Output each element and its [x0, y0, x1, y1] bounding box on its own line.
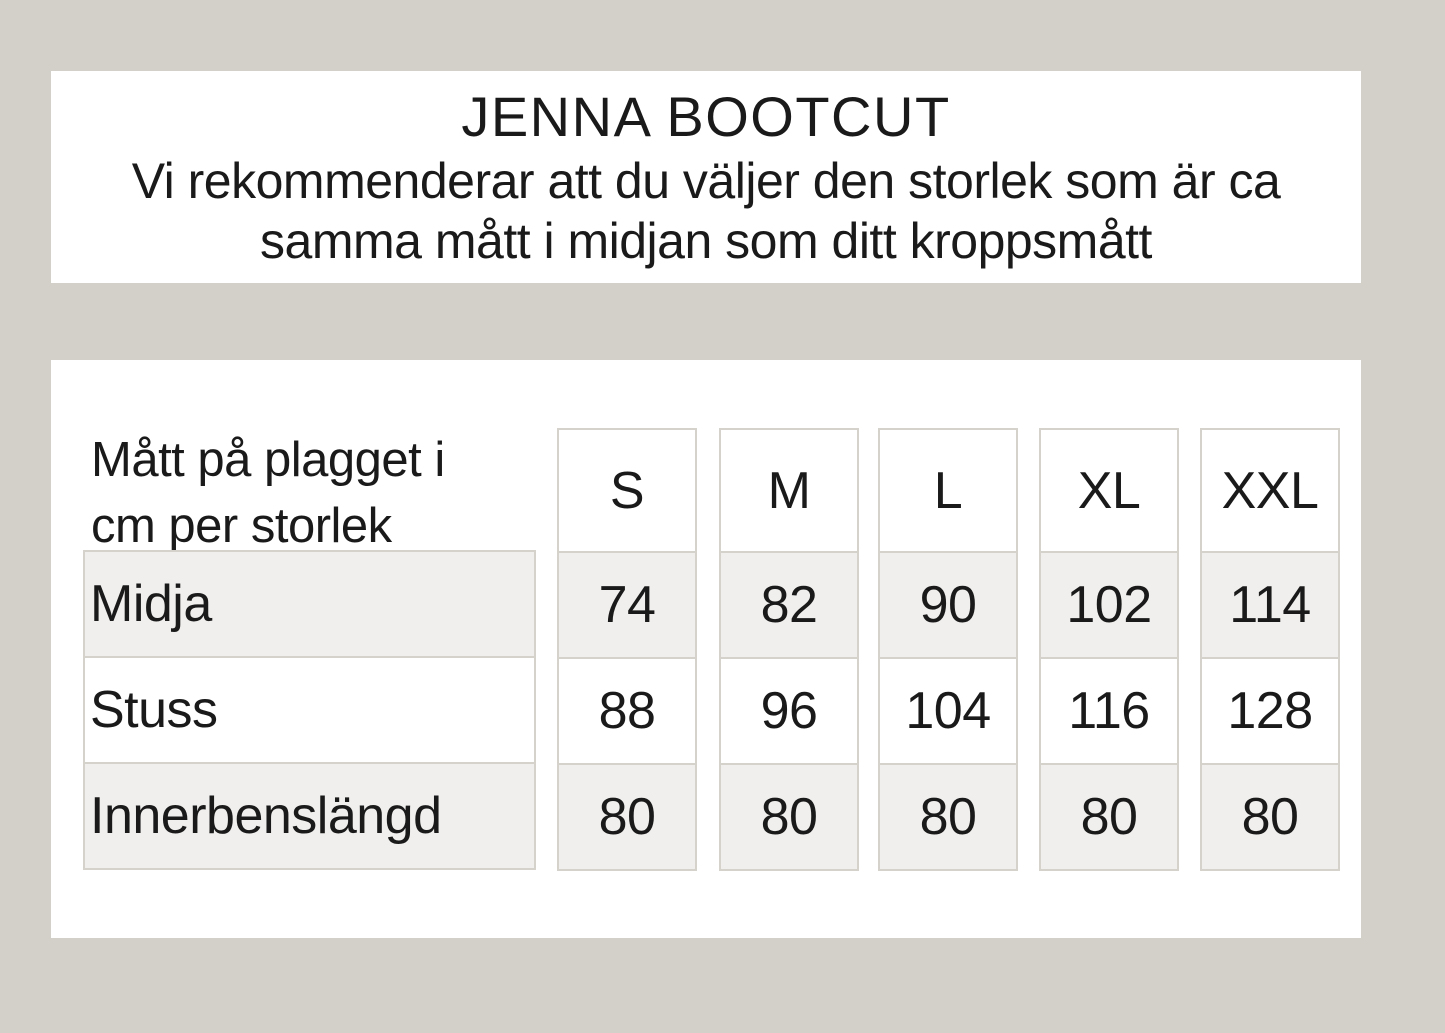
product-title: JENNA BOOTCUT	[461, 85, 951, 148]
value-stuss-xl: 116	[1041, 657, 1177, 763]
size-header-s: S	[559, 430, 695, 551]
value-stuss-m: 96	[721, 657, 857, 763]
value-stuss-l: 104	[880, 657, 1016, 763]
value-midja-l: 90	[880, 551, 1016, 657]
value-stuss-xxl: 128	[1202, 657, 1338, 763]
size-recommendation-line1: Vi rekommenderar att du väljer den storl…	[131, 153, 1281, 209]
table-corner-label-line2: cm per storlek	[91, 499, 392, 553]
value-innerbenslangd-xxl: 80	[1202, 763, 1338, 869]
value-midja-xxl: 114	[1202, 551, 1338, 657]
size-recommendation-line2: samma mått i midjan som ditt kroppsmått	[260, 213, 1152, 269]
value-innerbenslangd-l: 80	[880, 763, 1016, 869]
size-column-xxl: XXL 114 128 80	[1200, 428, 1340, 871]
size-header-xxl: XXL	[1202, 430, 1338, 551]
size-column-m: M 82 96 80	[719, 428, 859, 871]
table-corner-label: Mått på plagget i cm per storlek	[91, 427, 445, 559]
size-chart-panel: Mått på plagget i cm per storlek Midja S…	[51, 360, 1361, 938]
size-column-l: L 90 104 80	[878, 428, 1018, 871]
value-innerbenslangd-xl: 80	[1041, 763, 1177, 869]
row-label-midja: Midja	[85, 552, 534, 656]
size-recommendation: Vi rekommenderar att du väljer den storl…	[51, 151, 1361, 271]
header-banner: JENNA BOOTCUT Vi rekommenderar att du vä…	[51, 71, 1361, 283]
measurement-labels-column: Midja Stuss Innerbenslängd	[83, 550, 536, 870]
size-column-s: S 74 88 80	[557, 428, 697, 871]
size-header-l: L	[880, 430, 1016, 551]
size-header-m: M	[721, 430, 857, 551]
size-header-xl: XL	[1041, 430, 1177, 551]
size-column-xl: XL 102 116 80	[1039, 428, 1179, 871]
value-innerbenslangd-s: 80	[559, 763, 695, 869]
value-stuss-s: 88	[559, 657, 695, 763]
value-midja-m: 82	[721, 551, 857, 657]
table-corner-label-line1: Mått på plagget i	[91, 433, 445, 487]
row-label-innerbenslangd: Innerbenslängd	[85, 762, 534, 868]
value-midja-s: 74	[559, 551, 695, 657]
row-label-stuss: Stuss	[85, 656, 534, 762]
value-midja-xl: 102	[1041, 551, 1177, 657]
value-innerbenslangd-m: 80	[721, 763, 857, 869]
